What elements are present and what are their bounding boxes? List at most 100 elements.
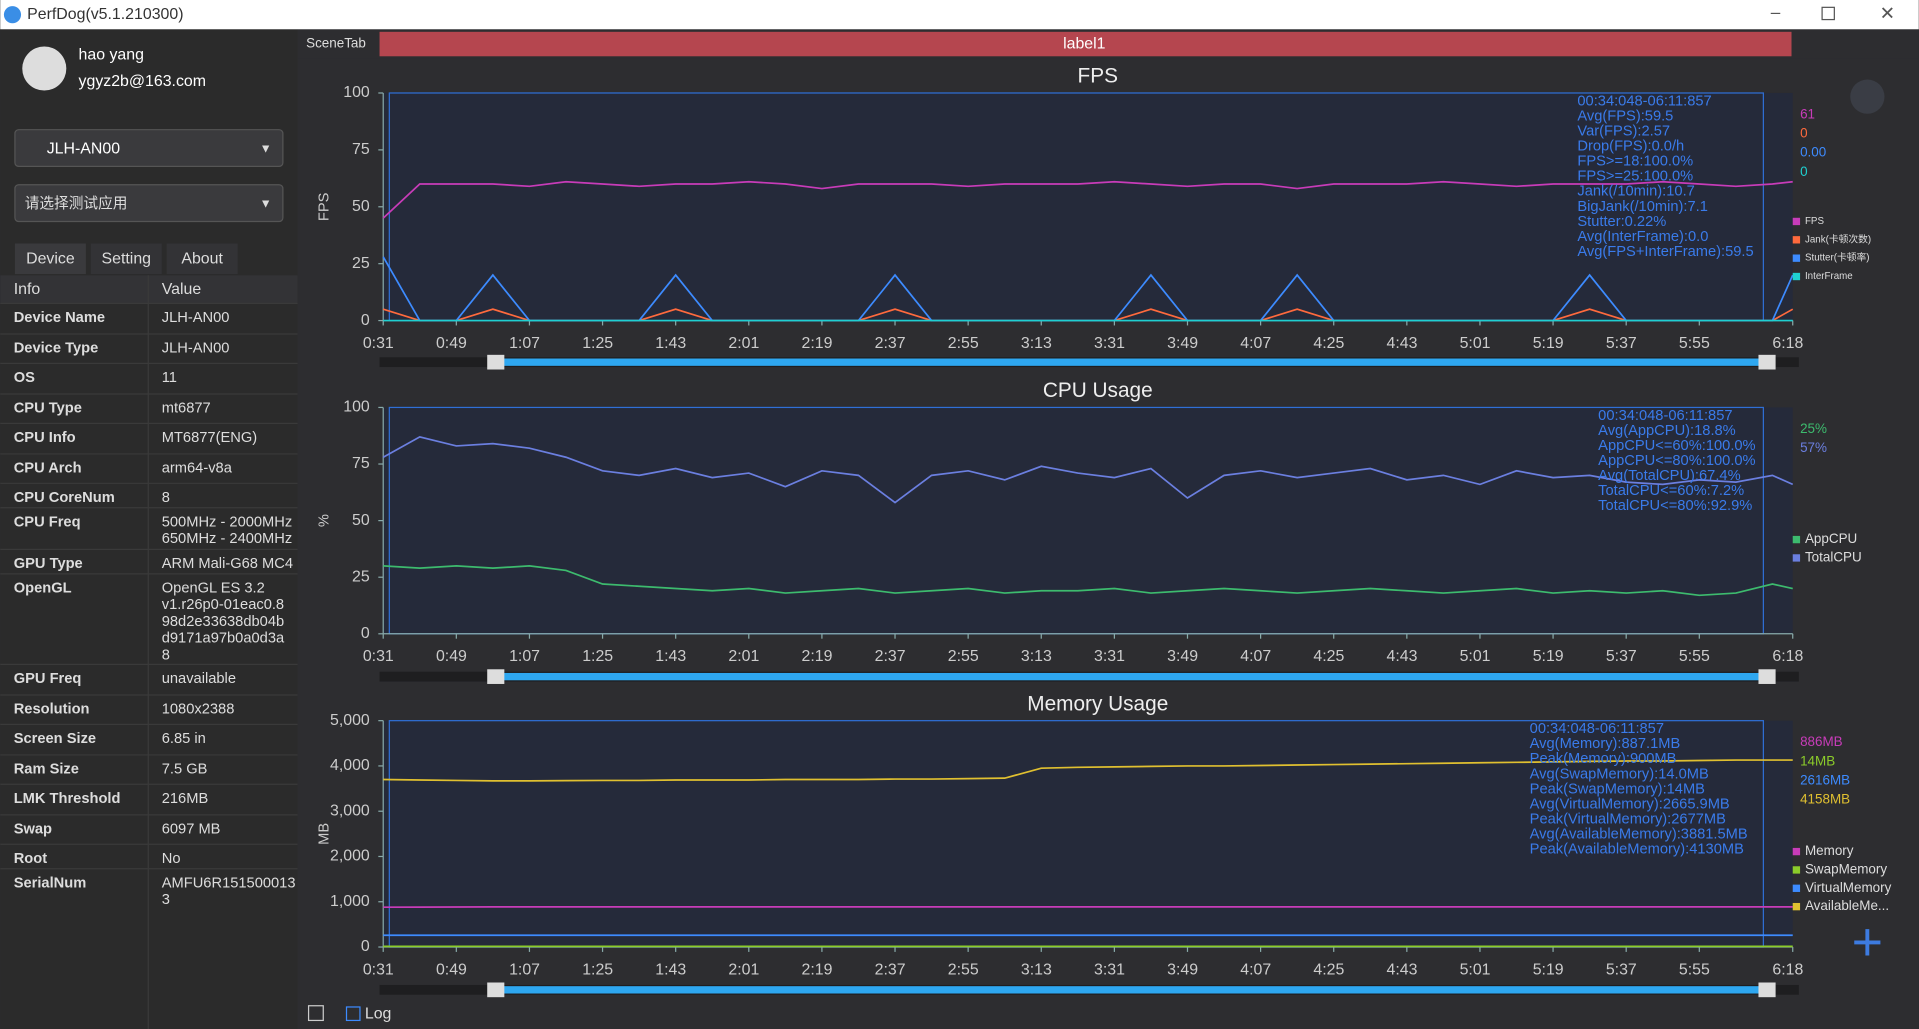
stats-line: TotalCPU<=80%:92.9% — [1598, 498, 1752, 514]
current-value: 4158MB — [1800, 791, 1850, 806]
info-key: LMK Threshold — [14, 791, 121, 807]
add-button[interactable]: + — [1852, 912, 1883, 972]
slider-handle[interactable] — [1758, 982, 1776, 998]
tab[interactable] — [166, 243, 238, 275]
stats-line: 00:34:048-06:11:857 — [1577, 93, 1711, 109]
legend-label[interactable]: AppCPU — [1805, 531, 1857, 546]
x-tick-label: 2:37 — [875, 648, 906, 665]
info-key: Resolution — [14, 702, 90, 718]
info-value: 7.5 GB — [162, 761, 208, 777]
x-tick-label: 5:55 — [1679, 961, 1710, 978]
x-tick-label: 2:55 — [948, 648, 979, 665]
log-checkbox[interactable] — [345, 1006, 361, 1022]
close-button[interactable]: ✕ — [1880, 3, 1895, 24]
x-tick-label: 2:01 — [728, 961, 759, 978]
info-key: Screen Size — [14, 731, 96, 747]
restore-button[interactable] — [1821, 6, 1835, 21]
scene-tab[interactable]: SceneTab — [306, 36, 366, 51]
dropdown-arrow: ▼ — [260, 142, 272, 156]
y-tick-label: 4,000 — [330, 757, 370, 774]
x-tick-label: 1:25 — [582, 335, 613, 352]
y-tick-label: 100 — [343, 84, 370, 101]
tab[interactable] — [90, 243, 162, 275]
device-dropdown[interactable] — [14, 129, 284, 168]
x-tick-label: 1:43 — [655, 335, 686, 352]
info-key: Device Name — [14, 310, 105, 326]
legend-label[interactable]: SwapMemory — [1805, 861, 1887, 876]
info-value: 8 — [162, 490, 170, 506]
tab-label: Setting — [102, 251, 151, 268]
y-tick-label: 50 — [352, 198, 370, 215]
tab-label: About — [181, 251, 223, 268]
stats-line: Avg(FPS):59.5 — [1577, 108, 1673, 124]
legend-label[interactable]: VirtualMemory — [1805, 880, 1892, 895]
legend-label[interactable]: FPS — [1805, 216, 1824, 227]
slider-range[interactable] — [495, 986, 1769, 994]
series-line — [383, 759, 1793, 782]
legend-label[interactable]: InterFrame — [1805, 271, 1853, 282]
info-key: CPU Type — [14, 401, 82, 417]
x-tick-label: 1:43 — [655, 648, 686, 665]
x-tick-label: 4:25 — [1313, 648, 1344, 665]
tab[interactable] — [14, 243, 86, 275]
title-bar — [0, 0, 1919, 30]
x-tick-label: 4:43 — [1386, 961, 1417, 978]
x-tick-label: 5:55 — [1679, 335, 1710, 352]
info-value: OpenGL ES 3.2 — [162, 580, 265, 596]
x-tick-label: 5:01 — [1460, 335, 1491, 352]
chart-title: CPU Usage — [1043, 379, 1153, 402]
x-tick-label: 0:49 — [436, 961, 467, 978]
slider-handle[interactable] — [487, 982, 505, 998]
stats-line: BigJank(/10min):7.1 — [1577, 199, 1707, 215]
legend-label[interactable]: AvailableMe... — [1805, 898, 1889, 913]
x-tick-label: 6:18 — [1772, 961, 1803, 978]
info-value: 11 — [162, 370, 177, 386]
current-value: 25% — [1800, 421, 1827, 436]
x-tick-label: 2:37 — [875, 961, 906, 978]
collapse-button[interactable] — [307, 1005, 324, 1022]
app-dropdown[interactable] — [14, 184, 284, 223]
x-tick-label: 4:43 — [1386, 335, 1417, 352]
plot-area — [383, 720, 1793, 948]
x-tick-label: 4:07 — [1240, 961, 1271, 978]
info-value: ARM Mali-G68 MC4 — [162, 556, 293, 572]
stats-line: Avg(InterFrame):0.0 — [1577, 229, 1708, 245]
legend-label[interactable]: TotalCPU — [1805, 549, 1862, 564]
slider-handle[interactable] — [1758, 669, 1776, 684]
info-key: GPU Freq — [14, 671, 82, 687]
legend-label[interactable]: Stutter(卡顿率) — [1805, 251, 1870, 264]
y-tick-label: 25 — [352, 255, 370, 272]
app-title: PerfDog(v5.1.210300) — [27, 6, 183, 23]
info-value: No — [162, 851, 181, 867]
slider-range[interactable] — [495, 672, 1769, 681]
play-button[interactable] — [1850, 79, 1885, 114]
stats-line: AppCPU<=60%:100.0% — [1598, 438, 1755, 454]
legend-label[interactable]: Memory — [1805, 843, 1854, 858]
y-tick-label: 0 — [361, 625, 370, 642]
stats-line: Peak(AvailableMemory):4130MB — [1530, 842, 1744, 858]
current-value: 57% — [1800, 440, 1827, 455]
x-tick-label: 3:49 — [1167, 961, 1198, 978]
stats-line: Peak(SwapMemory):14MB — [1530, 781, 1706, 797]
info-key: GPU Type — [14, 556, 83, 572]
info-key: CPU Freq — [14, 514, 81, 530]
x-tick-label: 5:19 — [1533, 648, 1564, 665]
avatar[interactable] — [22, 46, 67, 91]
legend-swatch — [1792, 847, 1801, 856]
y-tick-label: 25 — [352, 568, 370, 585]
scene-label-bar[interactable] — [379, 31, 1792, 57]
slider-handle[interactable] — [487, 669, 505, 684]
slider-range[interactable] — [495, 358, 1769, 366]
stats-line: FPS>=25:100.0% — [1577, 169, 1693, 185]
info-value: 216MB — [162, 791, 209, 807]
minimize-button[interactable]: – — [1771, 3, 1781, 22]
slider-handle[interactable] — [487, 354, 505, 370]
legend-label[interactable]: Jank(卡顿次数) — [1805, 232, 1871, 245]
stats-line: Avg(AppCPU):18.8% — [1598, 423, 1736, 439]
legend-swatch — [1792, 866, 1801, 874]
slider-handle[interactable] — [1758, 354, 1776, 370]
x-tick-label: 1:07 — [509, 335, 540, 352]
x-tick-label: 5:01 — [1460, 648, 1491, 665]
series-line — [382, 180, 1793, 219]
stats-line: Avg(FPS+InterFrame):59.5 — [1577, 244, 1753, 260]
